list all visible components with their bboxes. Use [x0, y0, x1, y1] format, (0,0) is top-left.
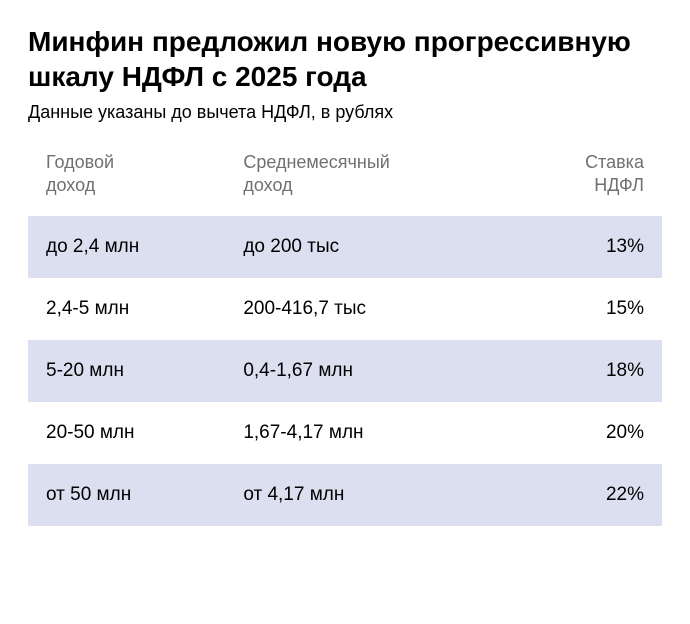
cell-annual: от 50 млн	[46, 484, 243, 506]
cell-annual: до 2,4 млн	[46, 236, 243, 258]
table-row: от 50 млн от 4,17 млн 22%	[28, 464, 662, 526]
cell-rate: 15%	[506, 298, 644, 320]
page-subtitle: Данные указаны до вычета НДФЛ, в рублях	[28, 102, 662, 123]
cell-monthly: до 200 тыс	[243, 236, 506, 258]
cell-annual: 2,4-5 млн	[46, 298, 243, 320]
cell-annual: 5-20 млн	[46, 360, 243, 382]
cell-annual: 20-50 млн	[46, 422, 243, 444]
table-row: до 2,4 млн до 200 тыс 13%	[28, 216, 662, 278]
cell-rate: 22%	[506, 484, 644, 506]
col-header-monthly: Среднемесячныйдоход	[243, 151, 506, 198]
cell-rate: 20%	[506, 422, 644, 444]
table-header-row: Годовойдоход Среднемесячныйдоход СтавкаН…	[28, 151, 662, 216]
page-title: Минфин предложил новую прогрессивную шка…	[28, 24, 662, 94]
table-row: 2,4-5 млн 200-416,7 тыс 15%	[28, 278, 662, 340]
tax-table: Годовойдоход Среднемесячныйдоход СтавкаН…	[28, 151, 662, 526]
cell-monthly: от 4,17 млн	[243, 484, 506, 506]
table-row: 5-20 млн 0,4-1,67 млн 18%	[28, 340, 662, 402]
col-header-annual: Годовойдоход	[46, 151, 243, 198]
cell-monthly: 0,4-1,67 млн	[243, 360, 506, 382]
table-row: 20-50 млн 1,67-4,17 млн 20%	[28, 402, 662, 464]
cell-monthly: 200-416,7 тыс	[243, 298, 506, 320]
cell-monthly: 1,67-4,17 млн	[243, 422, 506, 444]
col-header-rate: СтавкаНДФЛ	[506, 151, 644, 198]
cell-rate: 18%	[506, 360, 644, 382]
cell-rate: 13%	[506, 236, 644, 258]
